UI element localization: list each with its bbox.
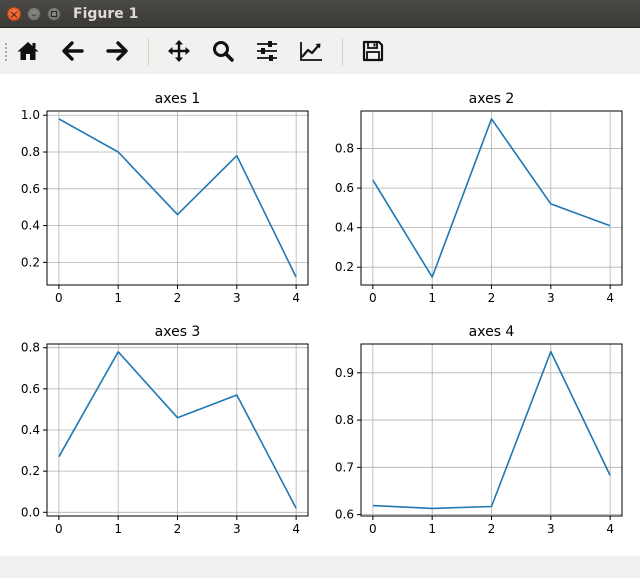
- x-tick-label: 3: [547, 291, 555, 305]
- x-tick-label: 2: [488, 522, 496, 536]
- subplots-button[interactable]: [253, 37, 281, 65]
- y-tick-label: 0.2: [21, 464, 40, 478]
- subplot-title: axes 2: [469, 91, 515, 107]
- arrow-left-icon: [62, 41, 84, 61]
- forward-button[interactable]: [103, 37, 131, 65]
- maximize-icon: [51, 11, 57, 17]
- title-bar: × – Figure 1: [0, 0, 640, 28]
- y-tick-label: 0.6: [21, 182, 40, 196]
- home-button[interactable]: [14, 37, 42, 65]
- x-tick-label: 4: [606, 291, 614, 305]
- toolbar-grip-handle[interactable]: [4, 42, 8, 62]
- x-tick-label: 1: [114, 291, 122, 305]
- pan-button[interactable]: [165, 37, 193, 65]
- y-tick-label: 0.6: [335, 181, 354, 195]
- subplot-1: 0 1 2 3 4 0.2 0.4 0.6 0.8 1.0 axes 1: [21, 91, 309, 305]
- toolbar-separator: [342, 38, 343, 66]
- move-icon: [168, 40, 190, 62]
- figure-canvas[interactable]: 0 1 2 3 4 0.2 0.4 0.6 0.8 1.0 axes 1 0 1 2 3 4 0.2 0.4 0.6…: [0, 74, 640, 556]
- zoom-button[interactable]: [209, 37, 237, 65]
- window-title: Figure 1: [73, 6, 139, 22]
- y-tick-label: 0.6: [335, 508, 354, 522]
- back-button[interactable]: [59, 37, 87, 65]
- x-tick-label: 4: [606, 522, 614, 536]
- series-line: [58, 118, 297, 278]
- x-tick-label: 4: [292, 291, 300, 305]
- y-tick-label: 0.9: [335, 366, 354, 380]
- y-tick-label: 0.4: [21, 423, 40, 437]
- y-tick-label: 0.8: [21, 145, 40, 159]
- toolbar-separator: [148, 38, 149, 66]
- line-chart-icon: [300, 42, 322, 61]
- edit-axes-button[interactable]: [297, 37, 325, 65]
- y-tick-label: 0.0: [21, 505, 40, 519]
- y-tick-label: 1.0: [21, 108, 40, 122]
- y-tick-label: 0.8: [335, 142, 354, 156]
- arrow-right-icon: [106, 41, 128, 61]
- figure-plot-area[interactable]: 0 1 2 3 4 0.2 0.4 0.6 0.8 1.0 axes 1 0 1 2 3 4 0.2 0.4 0.6…: [0, 74, 640, 556]
- x-tick-label: 0: [55, 522, 63, 536]
- x-tick-label: 0: [55, 291, 63, 305]
- y-tick-label: 0.7: [335, 460, 354, 474]
- y-tick-label: 0.4: [21, 219, 40, 233]
- x-tick-label: 2: [488, 291, 496, 305]
- x-tick-label: 1: [428, 522, 436, 536]
- x-tick-label: 1: [114, 522, 122, 536]
- close-window-button[interactable]: ×: [7, 7, 21, 21]
- y-tick-label: 0.6: [21, 382, 40, 396]
- x-tick-label: 4: [292, 522, 300, 536]
- x-tick-label: 1: [428, 291, 436, 305]
- sliders-icon: [257, 41, 277, 61]
- subplot-title: axes 3: [155, 324, 201, 340]
- magnifier-icon: [213, 41, 234, 62]
- subplot-title: axes 1: [155, 91, 201, 107]
- y-tick-label: 0.8: [21, 341, 40, 355]
- minimize-icon: –: [31, 7, 37, 21]
- x-tick-label: 3: [233, 291, 241, 305]
- x-tick-label: 3: [547, 522, 555, 536]
- close-icon: ×: [9, 7, 19, 21]
- x-tick-label: 0: [369, 522, 377, 536]
- y-tick-label: 0.8: [335, 413, 354, 427]
- x-tick-label: 2: [174, 291, 182, 305]
- save-button[interactable]: [359, 37, 387, 65]
- subplot-3: 0 1 2 3 4 0.0 0.2 0.4 0.6 0.8 axes 3: [21, 324, 309, 536]
- series-line: [372, 118, 611, 278]
- subplot-4: 0 1 2 3 4 0.6 0.7 0.8 0.9 axes 4: [335, 324, 623, 536]
- x-tick-label: 0: [369, 291, 377, 305]
- home-icon: [17, 42, 39, 60]
- y-tick-label: 0.2: [21, 255, 40, 269]
- floppy-disk-icon: [362, 40, 384, 62]
- minimize-window-button[interactable]: –: [27, 7, 41, 21]
- series-line: [372, 350, 611, 510]
- x-tick-label: 2: [174, 522, 182, 536]
- x-tick-label: 3: [233, 522, 241, 536]
- y-tick-label: 0.4: [335, 221, 354, 235]
- subplot-2: 0 1 2 3 4 0.2 0.4 0.6 0.8 axes 2: [335, 91, 623, 305]
- subplot-title: axes 4: [469, 324, 515, 340]
- status-bar: [0, 556, 640, 578]
- maximize-window-button[interactable]: [47, 7, 61, 21]
- y-tick-label: 0.2: [335, 260, 354, 274]
- series-line: [58, 350, 297, 509]
- toolbar: [0, 28, 640, 74]
